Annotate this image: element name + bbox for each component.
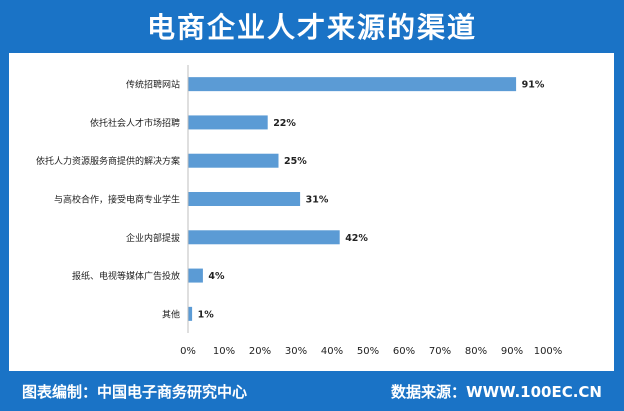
bar	[188, 230, 340, 245]
category-label: 依托社会人才市场招聘	[90, 117, 180, 129]
value-label: 42%	[345, 233, 368, 244]
x-tick-label: 90%	[501, 346, 523, 357]
value-label: 25%	[284, 156, 307, 167]
x-tick-label: 30%	[285, 346, 307, 357]
x-tick-label: 60%	[393, 346, 415, 357]
footer-bar: 图表编制：中国电子商务研究中心 数据来源：WWW.100EC.CN	[0, 372, 624, 411]
value-label: 91%	[522, 80, 545, 91]
chart-header: 电商企业人才来源的渠道	[0, 0, 624, 52]
category-label: 传统招聘网站	[126, 79, 180, 91]
value-label: 1%	[198, 309, 215, 320]
chart-panel: 0% 10% 20% 30% 40% 50% 60% 70% 80% 90% 100% 传统招聘网站 9…	[9, 53, 614, 371]
chart-title: 电商企业人才来源的渠道	[146, 11, 477, 44]
x-tick-label: 20%	[249, 346, 271, 357]
category-label: 依托人力资源服务商提供的解决方案	[36, 155, 180, 167]
data-source: 数据来源：WWW.100EC.CN	[391, 383, 602, 401]
bar	[188, 115, 268, 130]
value-label: 4%	[208, 271, 225, 282]
compiler-credit: 图表编制：中国电子商务研究中心	[22, 383, 248, 401]
x-tick-label: 100%	[534, 346, 563, 357]
category-label: 企业内部提拔	[126, 232, 180, 244]
category-label: 与高校合作，接受电商专业学生	[54, 194, 180, 206]
x-tick-label: 40%	[321, 346, 343, 357]
bar	[188, 306, 193, 321]
value-label: 22%	[273, 118, 296, 129]
x-tick-label: 50%	[357, 346, 379, 357]
x-tick-label: 70%	[429, 346, 451, 357]
x-tick-label: 0%	[180, 346, 196, 357]
bar	[188, 153, 279, 168]
bar	[188, 192, 301, 206]
value-label: 31%	[306, 195, 329, 206]
bar	[188, 77, 517, 92]
category-label: 其他	[162, 308, 180, 320]
category-label: 报纸、电视等媒体广告投放	[72, 270, 180, 282]
x-tick-label: 10%	[213, 346, 235, 357]
bar-chart: 0% 10% 20% 30% 40% 50% 60% 70% 80% 90% 100% 传统招聘网站 9…	[36, 65, 563, 357]
x-tick-label: 80%	[465, 346, 487, 357]
bar	[188, 268, 203, 283]
